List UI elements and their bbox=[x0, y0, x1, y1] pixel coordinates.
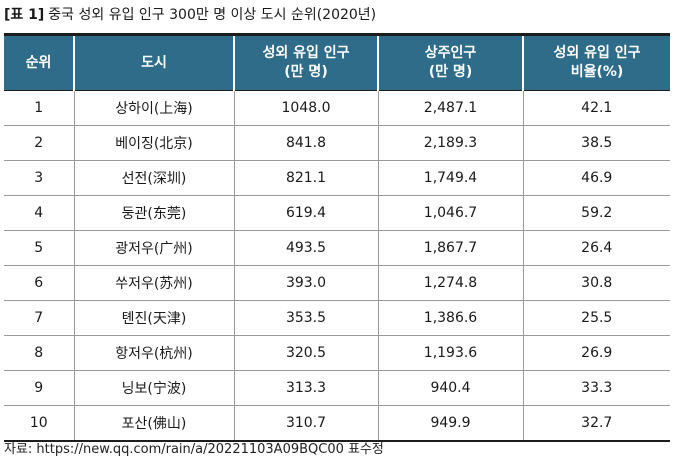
header-inflow-population: 성외 유입 인구 (만 명) bbox=[233, 33, 379, 91]
ratio-cell: 32.7 bbox=[522, 405, 670, 442]
inflow-cell: 493.5 bbox=[233, 230, 378, 266]
table-row: 8 항저우(杭州) 320.5 1,193.6 26.9 bbox=[4, 335, 670, 371]
city-cell: 베이징(北京) bbox=[73, 125, 234, 161]
table-number: [표 1] bbox=[4, 7, 45, 23]
table-row: 2 베이징(北京) 841.8 2,189.3 38.5 bbox=[4, 125, 670, 161]
rank-cell: 5 bbox=[4, 230, 74, 266]
rank-cell: 1 bbox=[4, 90, 74, 126]
city-cell: 포산(佛山) bbox=[73, 405, 234, 442]
inflow-cell: 320.5 bbox=[233, 335, 378, 371]
rank-cell: 2 bbox=[4, 125, 74, 161]
rank-cell: 4 bbox=[4, 195, 74, 231]
resident-cell: 940.4 bbox=[377, 370, 523, 406]
table-caption: [표 1] 중국 성외 유입 인구 300만 명 이상 도시 순위(2020년) bbox=[4, 5, 376, 25]
resident-cell: 2,487.1 bbox=[377, 90, 523, 126]
inflow-cell: 1048.0 bbox=[233, 90, 378, 126]
city-cell: 닝보(宁波) bbox=[73, 370, 234, 406]
table-row: 3 선전(深圳) 821.1 1,749.4 46.9 bbox=[4, 160, 670, 196]
city-cell: 광저우(广州) bbox=[73, 230, 234, 266]
ratio-cell: 30.8 bbox=[522, 265, 670, 301]
rank-cell: 9 bbox=[4, 370, 74, 406]
table-row: 1 상하이(上海) 1048.0 2,487.1 42.1 bbox=[4, 90, 670, 126]
table-title: 중국 성외 유입 인구 300만 명 이상 도시 순위(2020년) bbox=[48, 7, 377, 23]
table-row: 7 톈진(天津) 353.5 1,386.6 25.5 bbox=[4, 300, 670, 336]
city-cell: 선전(深圳) bbox=[73, 160, 234, 196]
resident-cell: 2,189.3 bbox=[377, 125, 523, 161]
inflow-cell: 841.8 bbox=[233, 125, 378, 161]
rank-cell: 6 bbox=[4, 265, 74, 301]
resident-cell: 1,386.6 bbox=[377, 300, 523, 336]
resident-cell: 1,193.6 bbox=[377, 335, 523, 371]
ratio-cell: 25.5 bbox=[522, 300, 670, 336]
rank-cell: 8 bbox=[4, 335, 74, 371]
table-row: 10 포산(佛山) 310.7 949.9 32.7 bbox=[4, 405, 670, 442]
ratio-cell: 26.9 bbox=[522, 335, 670, 371]
table-row: 6 쑤저우(苏州) 393.0 1,274.8 30.8 bbox=[4, 265, 670, 301]
inflow-cell: 821.1 bbox=[233, 160, 378, 196]
ratio-cell: 46.9 bbox=[522, 160, 670, 196]
inflow-cell: 619.4 bbox=[233, 195, 378, 231]
table-row: 4 둥관(东莞) 619.4 1,046.7 59.2 bbox=[4, 195, 670, 231]
resident-cell: 1,749.4 bbox=[377, 160, 523, 196]
inflow-cell: 313.3 bbox=[233, 370, 378, 406]
table-row: 5 광저우(广州) 493.5 1,867.7 26.4 bbox=[4, 230, 670, 266]
city-cell: 쑤저우(苏州) bbox=[73, 265, 234, 301]
resident-cell: 1,867.7 bbox=[377, 230, 523, 266]
header-resident-population: 상주인구 (만 명) bbox=[377, 33, 524, 91]
city-cell: 항저우(杭州) bbox=[73, 335, 234, 371]
resident-cell: 1,046.7 bbox=[377, 195, 523, 231]
rank-cell: 3 bbox=[4, 160, 74, 196]
rank-cell: 10 bbox=[4, 405, 74, 442]
ratio-cell: 33.3 bbox=[522, 370, 670, 406]
ratio-cell: 59.2 bbox=[522, 195, 670, 231]
header-inflow-ratio: 성외 유입 인구 비율(%) bbox=[522, 33, 670, 91]
table-header-row: 순위 도시 성외 유입 인구 (만 명) 상주인구 (만 명) 성외 유입 인구… bbox=[4, 33, 670, 91]
city-migration-table: 순위 도시 성외 유입 인구 (만 명) 상주인구 (만 명) 성외 유입 인구… bbox=[4, 33, 670, 442]
city-cell: 둥관(东莞) bbox=[73, 195, 234, 231]
header-rank: 순위 bbox=[4, 33, 75, 91]
resident-cell: 949.9 bbox=[377, 405, 523, 442]
inflow-cell: 393.0 bbox=[233, 265, 378, 301]
ratio-cell: 26.4 bbox=[522, 230, 670, 266]
ratio-cell: 38.5 bbox=[522, 125, 670, 161]
inflow-cell: 353.5 bbox=[233, 300, 378, 336]
city-cell: 상하이(上海) bbox=[73, 90, 234, 126]
inflow-cell: 310.7 bbox=[233, 405, 378, 442]
header-city: 도시 bbox=[73, 33, 235, 91]
table-row: 9 닝보(宁波) 313.3 940.4 33.3 bbox=[4, 370, 670, 406]
city-cell: 톈진(天津) bbox=[73, 300, 234, 336]
rank-cell: 7 bbox=[4, 300, 74, 336]
ratio-cell: 42.1 bbox=[522, 90, 670, 126]
resident-cell: 1,274.8 bbox=[377, 265, 523, 301]
source-note: 자료: https://new.qq.com/rain/a/20221103A0… bbox=[4, 442, 384, 457]
